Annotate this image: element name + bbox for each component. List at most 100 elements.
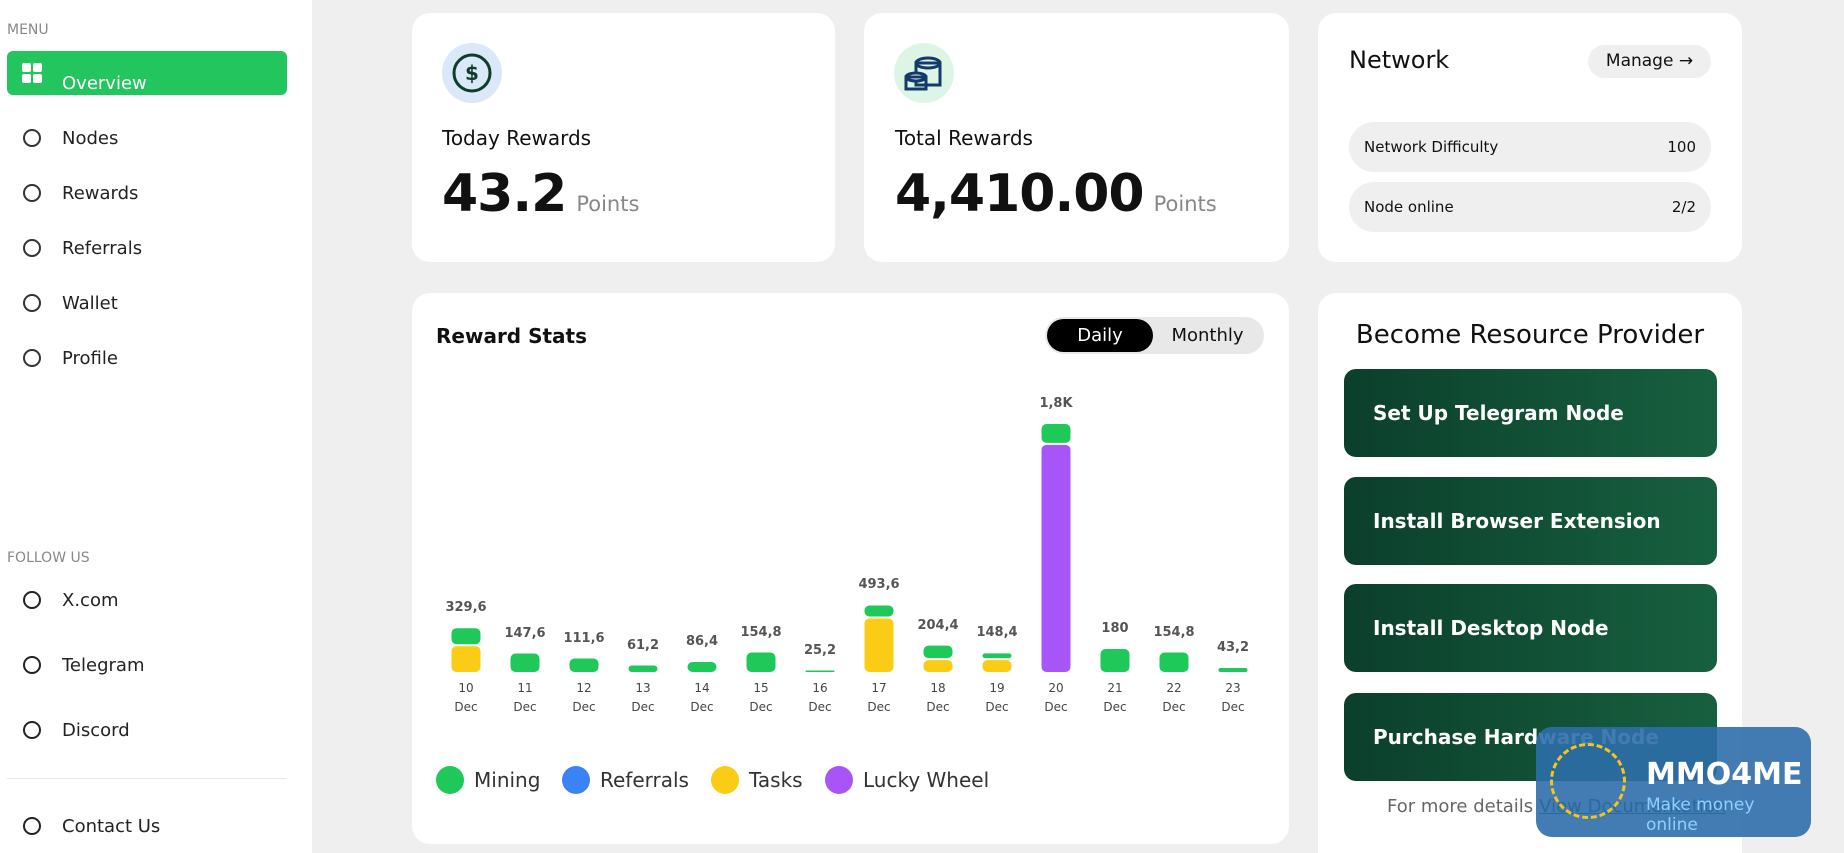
network-row-label: Network Difficulty [1364, 138, 1499, 156]
network-row-value: 100 [1667, 138, 1696, 156]
follow-label: FOLLOW US [7, 550, 90, 566]
icon-cell [22, 74, 31, 83]
total-label: 329,6 [445, 600, 487, 616]
legend-label: Referrals [600, 768, 689, 792]
x-tick-label: 15 Dec [749, 681, 773, 714]
network-row-value: 2/2 [1671, 198, 1696, 216]
card-unit: Points [576, 192, 640, 216]
bar-segment [864, 618, 894, 672]
bar-segment [923, 645, 953, 659]
bar-segment [687, 662, 717, 672]
chart-title: Reward Stats [436, 324, 588, 348]
menu-icon [23, 591, 41, 609]
legend-swatch [711, 766, 739, 794]
x-tick-label: 19 Dec [985, 681, 1009, 714]
bar-segment [451, 628, 481, 645]
network-row-label: Node online [1364, 198, 1454, 216]
total-label: 43,2 [1216, 640, 1250, 655]
bar-segment [569, 658, 599, 672]
active-item [7, 51, 287, 95]
card-value: 43.2 [442, 164, 567, 224]
card-value-row: 4,410.00 Points [895, 164, 1217, 224]
total-label: 25,2 [803, 642, 837, 658]
bar-segment [805, 670, 835, 672]
x-tick-label: 17 Dec [867, 681, 891, 714]
menu-item[interactable]: Nodes [62, 128, 119, 149]
legend-swatch [562, 766, 590, 794]
x-tick-label: 11 Dec [513, 681, 537, 714]
icon-cell [22, 63, 31, 72]
x-tick-label: 20 Dec [1044, 681, 1068, 714]
total-label: 180 [1101, 621, 1129, 636]
provider-title: Become Resource Provider [1355, 320, 1705, 350]
x-tick-label: 21 Dec [1103, 681, 1127, 714]
total-label: 493,6 [858, 577, 900, 593]
x-tick-label: 10 Dec [454, 681, 478, 714]
card-title: Total Rewards [895, 126, 1033, 150]
menu-item[interactable]: Profile [62, 348, 118, 369]
bar-segment [982, 653, 1012, 659]
tab[interactable]: Daily [1047, 319, 1153, 352]
total-label: 147,6 [504, 625, 546, 641]
watermark-tagline: Make money online [1646, 795, 1755, 835]
today-card: $ [412, 13, 835, 262]
menu-icon [23, 239, 41, 257]
x-tick-label: 13 Dec [631, 681, 655, 714]
menu-icon [23, 129, 41, 147]
x-tick-label: 23 Dec [1221, 681, 1245, 714]
footer-text: For more details [1387, 796, 1534, 817]
menu-item[interactable]: Referrals [62, 238, 143, 259]
icon-cell [33, 63, 42, 72]
icon-cell [33, 74, 42, 83]
bar-segment [1218, 668, 1248, 672]
network-row [1349, 122, 1711, 172]
menu-item[interactable]: Wallet [62, 293, 118, 314]
watermark: MMO4ME Make money online [1536, 727, 1811, 837]
x-tick-label: 14 Dec [690, 681, 714, 714]
total-card [864, 13, 1289, 262]
bar-segment [451, 646, 481, 672]
legend-swatch [436, 766, 464, 794]
manage-button[interactable]: Manage → [1588, 45, 1711, 78]
social-link[interactable]: Discord [62, 720, 130, 741]
network-title: Network [1349, 46, 1450, 74]
provider-button[interactable]: Install Desktop Node [1344, 584, 1717, 672]
total-label: 148,4 [976, 625, 1018, 641]
bar-segment [982, 660, 1012, 672]
watermark-logo [1550, 743, 1626, 819]
divider [7, 778, 287, 779]
menu-icon [23, 184, 41, 202]
network-row [1349, 182, 1711, 232]
card-unit: Points [1153, 192, 1217, 216]
menu-item[interactable]: Rewards [62, 183, 139, 204]
x-tick-label: 22 Dec [1162, 681, 1186, 714]
x-tick-label: 16 Dec [808, 681, 832, 714]
overview-icon [22, 63, 42, 83]
bar-segment [628, 665, 658, 672]
coins-icon [894, 43, 954, 103]
total-label: 1,8K [1039, 396, 1073, 411]
contact-link[interactable]: Contact Us [62, 816, 161, 837]
sidebar [0, 0, 312, 853]
bar-segment [864, 605, 894, 617]
bar-segment [1041, 424, 1071, 443]
bar-segment [510, 653, 540, 672]
menu-item[interactable]: Overview [62, 73, 147, 94]
tab[interactable]: Monthly [1171, 325, 1244, 346]
card-value: 4,410.00 [895, 164, 1145, 224]
social-link[interactable]: Telegram [62, 655, 145, 676]
menu-icon [23, 721, 41, 739]
social-link[interactable]: X.com [62, 590, 119, 611]
x-tick-label: 18 Dec [926, 681, 950, 714]
provider-button[interactable]: Set Up Telegram Node [1344, 369, 1717, 457]
total-label: 154,8 [1153, 624, 1195, 640]
watermark-brand: MMO4ME [1646, 757, 1803, 792]
card-value-row: 43.2 Points [442, 164, 639, 224]
provider-button[interactable]: Install Browser Extension [1344, 477, 1717, 565]
svg-text:$: $ [465, 61, 479, 85]
menu-icon [23, 817, 41, 835]
chart [451, 424, 1248, 672]
bar-segment [923, 660, 953, 672]
dollar-icon: $ [442, 43, 502, 103]
